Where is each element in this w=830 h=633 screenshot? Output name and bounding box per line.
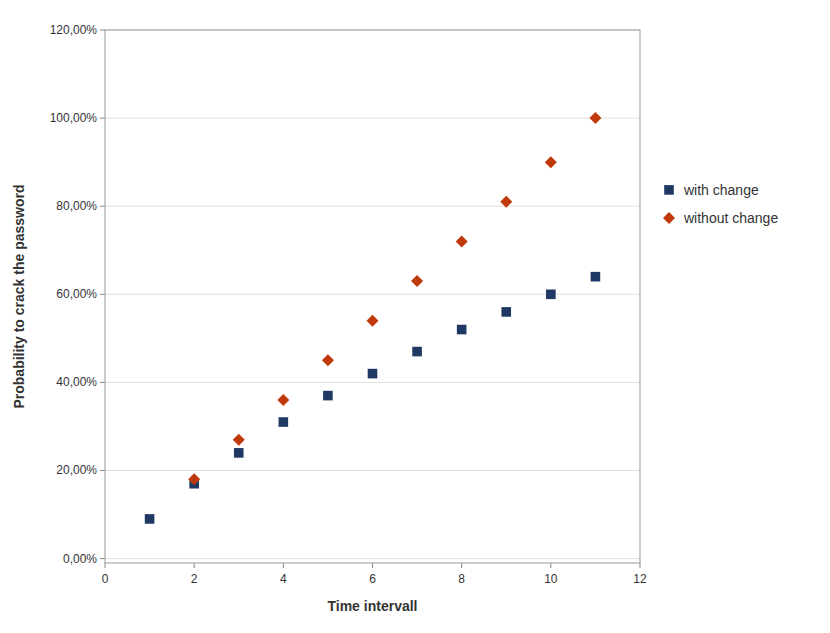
grid-line — [105, 118, 640, 119]
x-tick — [283, 563, 284, 568]
legend: with change without change — [663, 182, 778, 226]
point — [323, 391, 333, 401]
grid-line — [105, 294, 640, 295]
x-tick — [105, 563, 106, 568]
y-tick — [100, 294, 105, 295]
point — [411, 275, 423, 287]
y-tick-label: 120,00% — [50, 23, 98, 37]
chart: 0,00% 20,00% 40,00% 60,00% 80,00% 100,00% 120,… — [0, 0, 830, 633]
grid-line — [105, 470, 640, 471]
x-axis-label: Time intervall — [327, 598, 417, 614]
point — [279, 417, 289, 427]
y-tick — [100, 118, 105, 119]
point — [188, 473, 200, 485]
x-tick — [372, 563, 373, 568]
grid-line — [105, 382, 640, 383]
x-tick-label: 2 — [191, 572, 198, 586]
point — [591, 272, 601, 282]
point — [545, 156, 557, 168]
y-tick-label: 0,00% — [63, 552, 97, 566]
point — [368, 369, 378, 379]
x-tick-label: 4 — [280, 572, 287, 586]
point — [589, 112, 601, 124]
point — [546, 289, 556, 299]
point — [322, 354, 334, 366]
y-tick-label: 100,00% — [50, 111, 98, 125]
point — [501, 307, 511, 317]
grid-line — [105, 206, 640, 207]
y-tick — [100, 30, 105, 31]
x-tick-label: 10 — [544, 572, 558, 586]
y-tick — [100, 206, 105, 207]
y-tick-label: 20,00% — [56, 463, 97, 477]
legend-label: without change — [683, 210, 778, 226]
point — [145, 514, 155, 524]
x-tick-label: 6 — [369, 572, 376, 586]
y-tick-label: 80,00% — [56, 199, 97, 213]
x-tick-label: 0 — [102, 572, 109, 586]
y-axis-label: Probability to crack the password — [11, 184, 27, 408]
point — [457, 325, 467, 335]
x-tick — [640, 563, 641, 568]
legend-marker — [663, 212, 675, 224]
y-tick — [100, 382, 105, 383]
x-tick-label: 8 — [458, 572, 465, 586]
point — [412, 347, 422, 357]
point — [234, 448, 244, 458]
grid — [105, 30, 640, 559]
plot-frame — [105, 30, 640, 563]
x-tick-label: 12 — [633, 572, 647, 586]
point — [500, 196, 512, 208]
x-tick — [194, 563, 195, 568]
legend-label: with change — [683, 182, 759, 198]
point — [456, 235, 468, 247]
grid-line — [105, 558, 640, 559]
points — [145, 112, 602, 524]
y-tick-label: 40,00% — [56, 375, 97, 389]
x-tick — [461, 563, 462, 568]
x-tick — [550, 563, 551, 568]
point — [277, 394, 289, 406]
y-tick — [100, 470, 105, 471]
legend-marker — [664, 185, 674, 195]
point — [233, 434, 245, 446]
y-tick-label: 60,00% — [56, 287, 97, 301]
y-tick — [100, 558, 105, 559]
point — [367, 315, 379, 327]
